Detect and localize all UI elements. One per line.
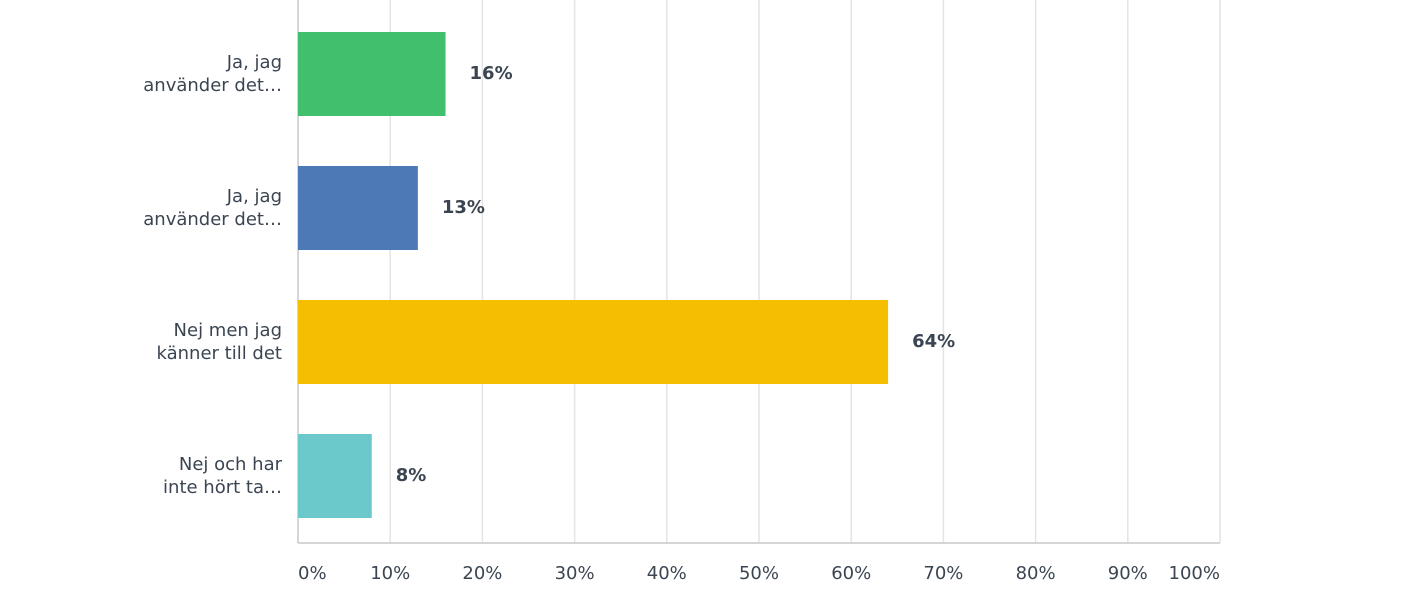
value-label: 8% (396, 465, 427, 486)
bar (298, 300, 889, 384)
x-tick-label: 50% (739, 563, 779, 584)
x-tick-label: 10% (370, 563, 410, 584)
x-tick-label: 20% (462, 563, 502, 584)
x-tick-label: 90% (1108, 563, 1148, 584)
category-label: Ja, jag använder det… (143, 186, 282, 230)
x-tick-label: 0% (298, 563, 327, 584)
category-label: Nej och har inte hört ta… (163, 454, 282, 498)
category-label: Ja, jag använder det… (143, 52, 282, 96)
x-tick-label: 30% (555, 563, 595, 584)
x-tick-label: 60% (831, 563, 871, 584)
bar (298, 32, 446, 116)
x-tick-label: 70% (923, 563, 963, 584)
bar (298, 166, 418, 250)
value-label: 13% (442, 197, 485, 218)
value-label: 16% (470, 63, 513, 84)
bar (298, 434, 372, 518)
category-label: Nej men jag känner till det (156, 320, 283, 364)
x-tick-label: 100% (1169, 563, 1220, 584)
value-label: 64% (912, 331, 955, 352)
x-tick-label: 40% (647, 563, 687, 584)
x-tick-label: 80% (1016, 563, 1056, 584)
